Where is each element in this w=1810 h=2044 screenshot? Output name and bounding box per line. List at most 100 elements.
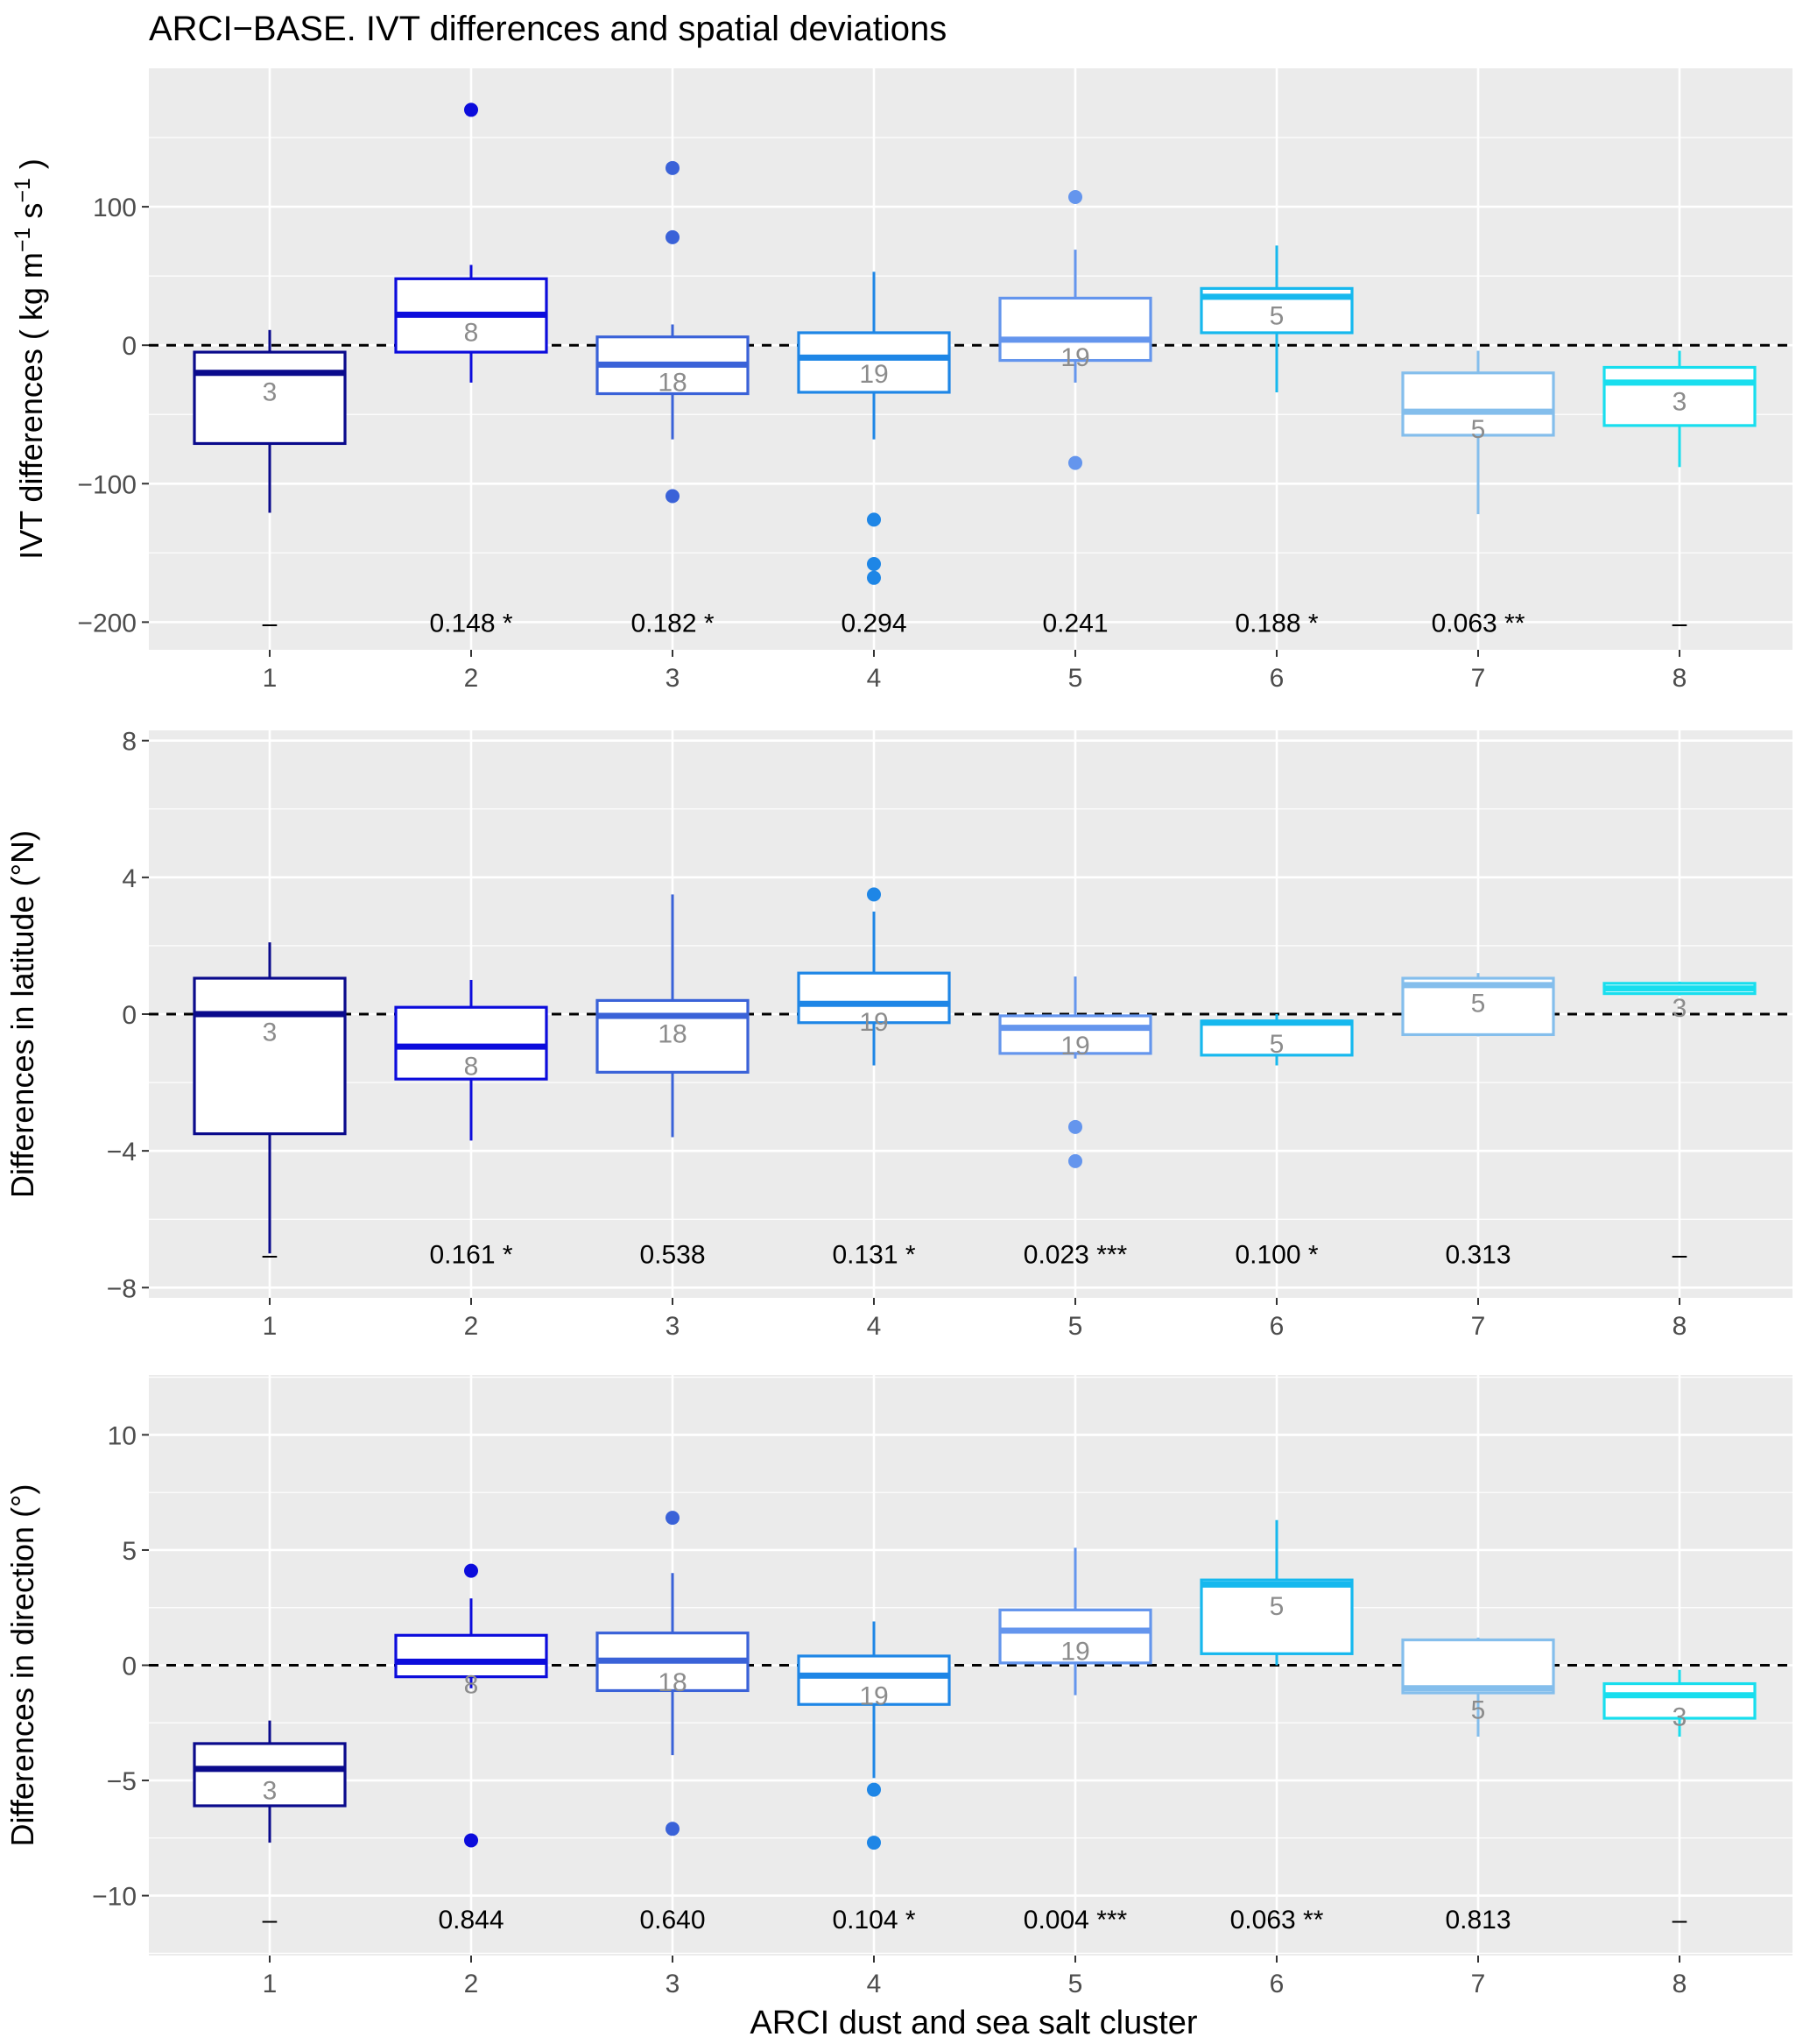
box-group-3: 18 0.640 xyxy=(595,1511,750,1935)
x-tick-label: 1 xyxy=(263,1312,278,1341)
sample-size-label: 19 xyxy=(859,360,888,389)
box xyxy=(1602,1681,1757,1720)
sample-size-label: 8 xyxy=(464,1671,479,1700)
p-value-label: 0.640 xyxy=(639,1906,705,1935)
panel-dir-ylabel: Differences in direction (°) xyxy=(4,1484,40,1847)
y-tick-label: 10 xyxy=(108,1421,137,1450)
outlier-point xyxy=(666,229,680,244)
x-tick-label: 6 xyxy=(1270,1970,1285,1998)
sample-size-label: 3 xyxy=(263,1777,278,1806)
box-group-7: 5 0.063 ** xyxy=(1401,350,1555,638)
sample-size-label: 19 xyxy=(1060,343,1089,372)
y-tick-label: −4 xyxy=(107,1138,137,1166)
p-value-label: – xyxy=(1673,1906,1687,1935)
x-tick-label: 7 xyxy=(1471,664,1486,693)
sample-size-label: 3 xyxy=(1673,387,1687,416)
x-tick-label: 2 xyxy=(464,664,479,693)
p-value-label: 0.004 *** xyxy=(1024,1906,1128,1935)
x-tick-label: 4 xyxy=(867,664,882,693)
x-tick-label: 2 xyxy=(464,1970,479,1998)
panel-ivt-marks: 3–80.148 *180.182 *190.294190.24150.188 … xyxy=(149,102,1792,638)
p-value-label: 0.063 ** xyxy=(1432,609,1525,638)
x-tick-label: 8 xyxy=(1673,1970,1687,1998)
box xyxy=(193,350,347,446)
box-group-1: 3– xyxy=(193,942,347,1269)
panel-ivt-ylabel-sup1: −1 xyxy=(11,228,35,253)
x-tick-label: 4 xyxy=(867,1970,882,1998)
x-axis-title: ARCI dust and sea salt cluster xyxy=(750,2005,1197,2041)
box-group-1: 3– xyxy=(193,1720,347,1935)
outlier-point xyxy=(867,887,881,902)
sample-size-label: 18 xyxy=(658,1668,687,1697)
panel-dir-x-axis: 1 2 3 4 5 6 7 8 xyxy=(263,1956,1687,1998)
box-group-2: 8 0.161 * xyxy=(394,979,548,1269)
panel-dir-y-axis: −10 −5 0 5 10 xyxy=(92,1421,149,1912)
outlier-point xyxy=(666,1511,680,1526)
outlier-point xyxy=(867,1782,881,1797)
sample-size-label: 18 xyxy=(658,368,687,397)
box xyxy=(797,331,951,394)
y-tick-label: 0 xyxy=(122,1653,137,1681)
x-tick-label: 5 xyxy=(1068,664,1083,693)
x-tick-label: 3 xyxy=(666,1970,680,1998)
y-tick-label: −100 xyxy=(77,470,137,499)
box xyxy=(394,1005,548,1081)
sample-size-label: 19 xyxy=(1060,1032,1089,1061)
sample-size-label: 3 xyxy=(1673,994,1687,1023)
y-tick-label: −8 xyxy=(107,1274,137,1303)
box xyxy=(998,296,1152,363)
x-tick-label: 4 xyxy=(867,1312,882,1341)
y-tick-label: −5 xyxy=(107,1767,137,1796)
outlier-point xyxy=(867,556,881,571)
outlier-point xyxy=(464,1563,478,1578)
y-tick-label: 8 xyxy=(122,728,137,757)
panel-ivt-ylabel-main: IVT differences ( kg m xyxy=(13,252,49,560)
p-value-label: 0.294 xyxy=(841,609,906,638)
p-value-label: 0.241 xyxy=(1042,609,1108,638)
p-value-label: 0.023 *** xyxy=(1024,1240,1128,1269)
outlier-point xyxy=(867,570,881,585)
x-tick-label: 3 xyxy=(666,1312,680,1341)
sample-size-label: 19 xyxy=(859,1008,888,1037)
sample-size-label: 19 xyxy=(859,1682,888,1711)
outlier-point xyxy=(867,512,881,527)
box-group-8: 3– xyxy=(1602,981,1757,1269)
p-value-label: 0.100 * xyxy=(1235,1240,1318,1269)
y-tick-label: 0 xyxy=(122,332,137,361)
box-group-7: 5 0.813 xyxy=(1401,1637,1555,1935)
box-group-1: 3– xyxy=(193,329,347,638)
p-value-label: 0.182 * xyxy=(630,609,714,638)
sample-size-label: 8 xyxy=(464,318,479,347)
panel-ivt-y-axis: −200 −100 0 100 xyxy=(77,194,149,638)
box xyxy=(394,1633,548,1679)
outlier-point xyxy=(464,102,478,117)
box-group-3: 18 0.538 xyxy=(595,894,750,1269)
box-group-6: 5 0.063 ** xyxy=(1200,1519,1354,1935)
box xyxy=(1401,371,1555,437)
sample-size-label: 3 xyxy=(263,1018,278,1047)
outlier-point xyxy=(1068,455,1082,470)
p-value-label: – xyxy=(263,1906,278,1935)
y-tick-label: −200 xyxy=(77,609,137,638)
outlier-point xyxy=(666,489,680,504)
p-value-label: 0.188 * xyxy=(1235,609,1318,638)
panel-lat-y-axis: −8 −4 0 4 8 xyxy=(107,728,149,1303)
x-tick-label: 2 xyxy=(464,1312,479,1341)
sample-size-label: 5 xyxy=(1270,1592,1285,1621)
x-tick-label: 7 xyxy=(1471,1970,1486,1998)
box-group-4: 19 0.131 * xyxy=(797,887,951,1269)
box-group-2: 8 0.148 * xyxy=(394,102,548,638)
p-value-label: – xyxy=(263,1240,278,1269)
p-value-label: – xyxy=(1673,609,1687,638)
x-tick-label: 6 xyxy=(1270,664,1285,693)
sample-size-label: 5 xyxy=(1471,415,1486,444)
outlier-point xyxy=(867,1836,881,1850)
p-value-label: – xyxy=(263,609,278,638)
x-tick-label: 8 xyxy=(1673,664,1687,693)
sample-size-label: 5 xyxy=(1270,301,1285,330)
panel-ivt-ylabel-end: ) xyxy=(13,159,49,178)
outlier-point xyxy=(1068,1153,1082,1168)
